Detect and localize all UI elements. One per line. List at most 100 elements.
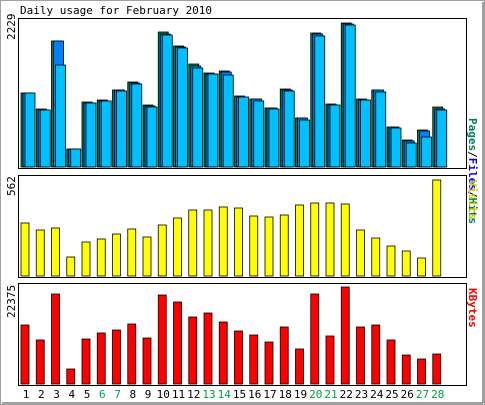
x-label-day-26: 26	[401, 388, 414, 401]
bar-kbytes-day-2	[35, 339, 45, 385]
bar-pages-day-20	[314, 35, 326, 168]
bar-pages-day-22	[344, 24, 356, 168]
x-label-day-24: 24	[370, 388, 384, 401]
x-label-day-22: 22	[340, 388, 353, 401]
bar-visits-day-24	[371, 237, 381, 277]
x-label-day-18: 18	[279, 388, 292, 401]
x-label-day-11: 11	[172, 388, 185, 401]
bar-pages-day-8	[131, 83, 143, 168]
bar-visits-day-21	[325, 202, 335, 277]
chart-title: Daily usage for February 2010	[20, 4, 212, 17]
bar-pages-day-9	[146, 106, 158, 168]
bar-pages-day-12	[192, 67, 204, 168]
bar-kbytes-day-9	[142, 337, 152, 385]
bar-kbytes-day-15	[234, 330, 243, 385]
bar-pages-day-1	[24, 92, 36, 168]
bar-visits-day-27	[417, 257, 426, 277]
legend-visits: Visits	[466, 180, 479, 220]
bar-kbytes-day-27	[417, 358, 426, 385]
bar-visits-day-3	[51, 227, 60, 277]
bar-kbytes-day-25	[386, 339, 396, 385]
x-label-day-5: 5	[84, 388, 91, 401]
x-label-day-4: 4	[68, 388, 75, 401]
bar-visits-day-1	[20, 222, 30, 277]
bar-visits-day-4	[66, 256, 76, 277]
bar-visits-day-9	[142, 236, 152, 277]
x-label-day-23: 23	[355, 388, 368, 401]
bar-kbytes-day-11	[173, 301, 182, 385]
bar-kbytes-day-19	[295, 348, 304, 385]
bar-kbytes-day-12	[188, 316, 198, 385]
bar-kbytes-day-7	[112, 329, 121, 385]
hits-bars	[20, 22, 448, 168]
legend-sep-2: /	[466, 191, 479, 198]
bar-pages-day-2	[39, 109, 51, 168]
bar-visits-day-13	[203, 209, 213, 277]
bar-visits-day-14	[218, 206, 228, 277]
bar-kbytes-day-21	[325, 335, 335, 385]
bar-pages-day-24	[375, 91, 387, 168]
bar-visits-day-18	[279, 214, 289, 277]
bar-visits-day-26	[401, 250, 411, 277]
bar-pages-day-23	[360, 99, 371, 168]
bar-visits-day-11	[173, 217, 182, 277]
bar-visits-day-16	[249, 215, 259, 277]
bar-kbytes-day-16	[249, 334, 259, 385]
bar-pages-day-21	[329, 104, 341, 168]
visits-bars	[20, 179, 442, 277]
bar-visits-day-7	[112, 233, 121, 277]
bar-kbytes-day-26	[401, 354, 411, 385]
x-label-day-21: 21	[324, 388, 337, 401]
kbytes-max-label: 22375	[5, 285, 18, 318]
bar-visits-day-23	[356, 229, 365, 277]
bar-kbytes-day-14	[218, 321, 228, 385]
x-label-day-15: 15	[233, 388, 246, 401]
bar-pages-day-18	[283, 90, 295, 168]
x-label-day-8: 8	[129, 388, 136, 401]
bar-visits-day-6	[96, 238, 106, 277]
bar-kbytes-day-10	[157, 294, 167, 385]
bar-pages-day-13	[207, 73, 219, 168]
x-label-day-10: 10	[157, 388, 170, 401]
bar-pages-day-28	[436, 109, 448, 168]
bar-pages-day-14	[222, 74, 234, 168]
x-label-day-20: 20	[309, 388, 322, 401]
legend-files: Files	[466, 158, 479, 191]
bar-visits-day-20	[310, 202, 320, 277]
x-label-day-17: 17	[263, 388, 276, 401]
x-label-day-6: 6	[99, 388, 106, 401]
x-label-day-19: 19	[294, 388, 307, 401]
legend-pages: Pages	[466, 118, 479, 151]
bar-kbytes-day-20	[310, 293, 320, 385]
bar-kbytes-day-5	[81, 338, 91, 385]
bar-visits-day-8	[127, 228, 137, 277]
bar-kbytes-day-8	[127, 323, 137, 385]
x-label-day-25: 25	[385, 388, 398, 401]
bar-kbytes-day-28	[432, 353, 442, 385]
legend-kbytes: KBytes	[466, 288, 479, 328]
bar-pages-day-10	[161, 34, 173, 168]
bar-visits-day-25	[386, 245, 396, 277]
x-label-day-13: 13	[202, 388, 215, 401]
bar-pages-day-17	[268, 108, 280, 168]
bar-kbytes-day-1	[20, 324, 30, 385]
bar-kbytes-day-22	[340, 286, 350, 385]
bar-kbytes-day-3	[51, 293, 60, 385]
bar-kbytes-day-6	[96, 332, 106, 385]
x-label-day-3: 3	[53, 388, 60, 401]
x-label-day-7: 7	[114, 388, 121, 401]
bar-pages-day-26	[405, 142, 417, 168]
bar-visits-day-17	[264, 216, 274, 277]
x-label-day-28: 28	[431, 388, 444, 401]
x-label-day-1: 1	[23, 388, 30, 401]
bar-pages-day-4	[70, 148, 82, 168]
bar-visits-day-22	[340, 203, 350, 277]
bar-visits-day-10	[157, 224, 167, 277]
bar-visits-day-19	[295, 204, 304, 277]
bar-pages-day-7	[116, 90, 127, 168]
hits-legend: Pages/Files/Hits	[466, 118, 479, 224]
bar-pages-day-25	[390, 127, 402, 168]
bar-kbytes-day-13	[203, 312, 213, 385]
